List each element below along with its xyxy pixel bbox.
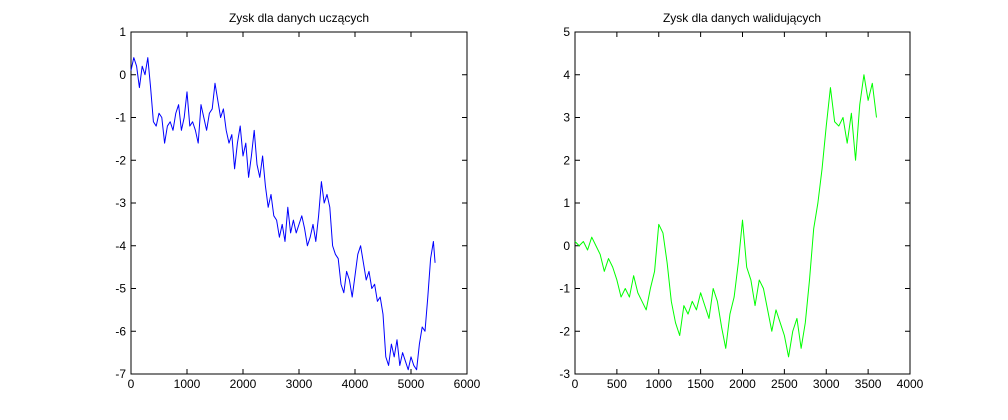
right-chart-title: Zysk dla danych walidujących <box>663 11 821 25</box>
right-series-line <box>574 74 877 358</box>
right-x-tick-label: 0 <box>572 377 579 391</box>
left-x-tick-label: 2000 <box>230 377 257 391</box>
right-y-tick-label: -2 <box>559 324 570 338</box>
left-axis-ticks: 0 1000 2000 3000 4000 5000 6000 1 0 -1 -2 -3 -4 -5 -6 -… <box>115 25 480 391</box>
right-x-tick-label: 3000 <box>813 377 840 391</box>
left-y-tick-label: -7 <box>115 367 126 381</box>
left-y-tick-label: 1 <box>119 25 126 39</box>
left-y-tick-label: 0 <box>119 68 126 82</box>
right-x-tick-label: 3500 <box>855 377 882 391</box>
left-y-tick-label: -4 <box>115 239 126 253</box>
right-y-tick-label: 5 <box>563 25 570 39</box>
left-y-tick-label: -2 <box>115 153 126 167</box>
left-plot-area <box>130 31 468 375</box>
right-x-tick-label: 1000 <box>645 377 672 391</box>
left-x-tick-label: 3000 <box>286 377 313 391</box>
left-x-tick-label: 1000 <box>174 377 201 391</box>
right-y-tick-label: 0 <box>563 239 570 253</box>
right-axis-ticks: 0 500 1000 1500 2000 2500 3000 3500 4000 5 4 3 2 1 0 -1… <box>559 25 923 391</box>
left-y-tick-label: -5 <box>115 282 126 296</box>
left-x-tick-label: 6000 <box>454 377 481 391</box>
right-y-tick-label: 2 <box>563 153 570 167</box>
right-x-tick-label: 2500 <box>771 377 798 391</box>
right-y-tick-label: -1 <box>559 282 570 296</box>
left-y-tick-label: -1 <box>115 111 126 125</box>
right-y-tick-label: -3 <box>559 367 570 381</box>
left-y-tick-label: -6 <box>115 324 126 338</box>
right-y-tick-label: 1 <box>563 196 570 210</box>
right-x-tick-label: 2000 <box>729 377 756 391</box>
right-y-tick-label: 3 <box>563 111 570 125</box>
right-x-tick-label: 500 <box>607 377 627 391</box>
right-x-tick-label: 1500 <box>687 377 714 391</box>
right-chart-panel: Zysk dla danych walidujących 0 500 1000 150… <box>559 11 923 391</box>
left-x-tick-label: 5000 <box>398 377 425 391</box>
left-y-tick-label: -3 <box>115 196 126 210</box>
left-series-line <box>130 57 436 371</box>
left-x-tick-label: 0 <box>128 377 135 391</box>
left-chart-panel: Zysk dla danych uczących 0 1000 2000 3000 40… <box>115 11 480 391</box>
right-x-tick-label: 4000 <box>897 377 924 391</box>
right-y-tick-label: 4 <box>563 68 570 82</box>
left-x-tick-label: 4000 <box>342 377 369 391</box>
left-chart-title: Zysk dla danych uczących <box>229 11 369 25</box>
right-plot-area <box>574 31 911 375</box>
